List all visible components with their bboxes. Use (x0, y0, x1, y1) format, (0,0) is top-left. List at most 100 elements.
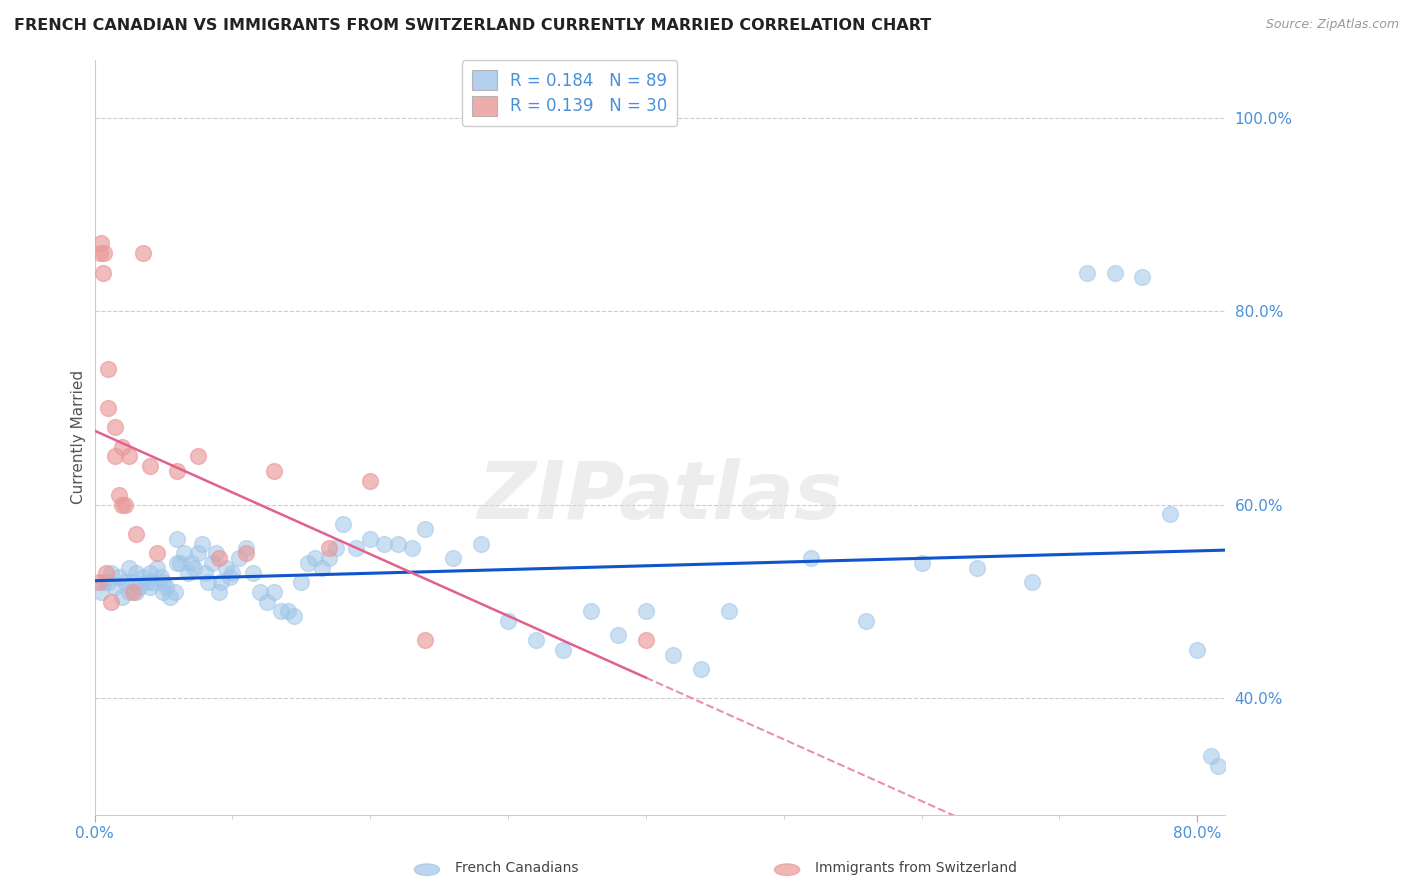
Point (180, 556, 202, 570)
Point (1104, 266, 1126, 280)
Point (149, 570, 172, 584)
Point (415, 633, 437, 648)
Point (197, 575, 219, 590)
Point (97, 401, 120, 415)
Point (249, 585, 271, 599)
Point (1206, 759, 1229, 773)
Point (125, 566, 148, 580)
Point (634, 633, 657, 648)
Point (359, 474, 381, 488)
Point (270, 604, 292, 618)
Point (553, 643, 575, 657)
Point (138, 566, 160, 580)
Point (256, 594, 278, 608)
Point (235, 541, 257, 556)
Point (145, 546, 167, 560)
Point (800, 551, 823, 566)
Point (263, 585, 285, 599)
Text: Source: ZipAtlas.com: Source: ZipAtlas.com (1265, 18, 1399, 31)
Point (114, 498, 136, 512)
Point (524, 633, 547, 648)
Point (207, 585, 229, 599)
Point (122, 575, 145, 590)
Point (114, 575, 136, 590)
Point (118, 450, 141, 464)
Point (607, 628, 630, 642)
Point (173, 546, 195, 560)
Point (214, 560, 236, 574)
Point (100, 594, 122, 608)
Point (1199, 749, 1222, 764)
Point (145, 560, 167, 574)
Point (966, 560, 988, 574)
Point (373, 536, 395, 550)
Point (441, 551, 464, 566)
Point (138, 459, 160, 474)
Point (910, 556, 932, 570)
Point (1130, 270, 1153, 285)
Point (104, 420, 127, 434)
Text: FRENCH CANADIAN VS IMMIGRANTS FROM SWITZERLAND CURRENTLY MARRIED CORRELATION CHA: FRENCH CANADIAN VS IMMIGRANTS FROM SWITZ… (14, 18, 931, 33)
Text: French Canadians: French Canadians (456, 861, 578, 875)
Point (122, 585, 145, 599)
Point (415, 522, 437, 536)
Point (152, 585, 174, 599)
Point (290, 575, 312, 590)
Point (304, 551, 326, 566)
Point (125, 585, 148, 599)
Point (132, 246, 155, 260)
Point (496, 614, 519, 628)
Point (163, 585, 186, 599)
Point (263, 464, 285, 478)
Point (218, 570, 240, 584)
Point (332, 517, 354, 532)
Point (108, 570, 131, 584)
Point (111, 590, 134, 604)
Point (104, 580, 127, 594)
Point (1021, 575, 1043, 590)
Point (318, 551, 340, 566)
Point (118, 585, 141, 599)
Point (138, 580, 160, 594)
Point (235, 546, 257, 560)
Point (104, 450, 127, 464)
Point (155, 580, 177, 594)
Point (325, 541, 347, 556)
Point (191, 536, 214, 550)
Point (201, 556, 224, 570)
Point (118, 560, 141, 574)
Point (94, 566, 117, 580)
Point (318, 541, 340, 556)
Point (111, 498, 134, 512)
Y-axis label: Currently Married: Currently Married (72, 370, 86, 504)
Point (634, 604, 657, 618)
Point (283, 609, 305, 624)
Point (166, 556, 188, 570)
Point (690, 662, 713, 676)
Point (207, 551, 229, 566)
Point (387, 536, 409, 550)
Point (359, 532, 381, 546)
Point (125, 526, 148, 541)
Point (1159, 508, 1181, 522)
Point (855, 614, 877, 628)
Point (183, 560, 205, 574)
Point (311, 560, 333, 574)
Point (93, 575, 115, 590)
Point (346, 541, 368, 556)
Point (242, 566, 264, 580)
Point (187, 450, 209, 464)
Point (187, 546, 209, 560)
Point (97, 362, 120, 376)
Point (89, 246, 111, 260)
Point (579, 604, 602, 618)
Point (87, 575, 110, 590)
Point (128, 580, 150, 594)
Point (717, 604, 740, 618)
Point (132, 570, 155, 584)
Point (177, 566, 200, 580)
Text: ZIPatlas: ZIPatlas (477, 458, 842, 536)
Point (470, 536, 492, 550)
Point (166, 532, 188, 546)
Point (136, 575, 159, 590)
